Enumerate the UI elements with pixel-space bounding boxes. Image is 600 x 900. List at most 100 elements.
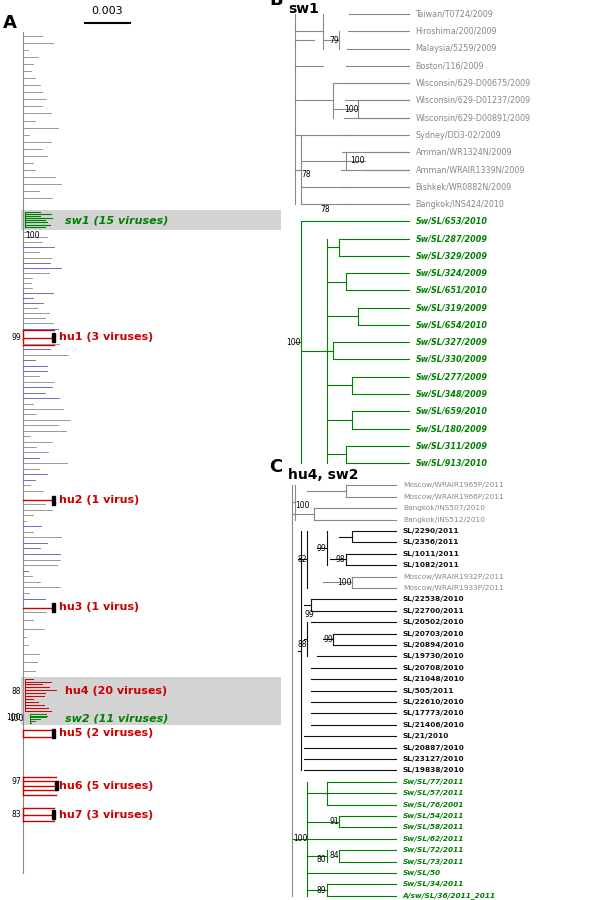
Text: Sw/SL/34/2011: Sw/SL/34/2011 [403,881,464,887]
Text: 0.003: 0.003 [91,6,123,16]
Text: A/sw/SL/36/2011_2011: A/sw/SL/36/2011_2011 [403,892,496,899]
Text: SL/20703/2010: SL/20703/2010 [403,631,464,636]
Text: Amman/WRAIR1339N/2009: Amman/WRAIR1339N/2009 [416,165,525,174]
Bar [52,729,55,738]
Text: 78: 78 [301,170,311,179]
Bar [21,210,281,230]
Text: hu7 (3 viruses): hu7 (3 viruses) [59,809,154,820]
Text: Malaysia/5259/2009: Malaysia/5259/2009 [416,44,497,53]
Bar [52,603,55,612]
Text: 100: 100 [350,157,365,166]
Bar [52,496,55,505]
Text: SL/22538/2010: SL/22538/2010 [403,597,464,602]
Text: Sw/SL/913/2010: Sw/SL/913/2010 [416,459,488,468]
Text: Moscow/WRAIR1933P/2011: Moscow/WRAIR1933P/2011 [403,585,503,591]
Text: Sw/SL/287/2009: Sw/SL/287/2009 [416,234,488,243]
Text: 82: 82 [298,555,307,564]
Text: 100: 100 [287,338,301,346]
Text: SL/20502/2010: SL/20502/2010 [403,619,464,625]
Text: 79: 79 [329,36,339,45]
Text: SL/21/2010: SL/21/2010 [403,734,449,739]
Text: Sw/SL/72/2011: Sw/SL/72/2011 [403,847,464,853]
Text: SL/17773/2010: SL/17773/2010 [403,710,464,716]
Text: Sw/SL/653/2010: Sw/SL/653/2010 [416,217,488,226]
Bar [21,677,281,724]
Text: Sw/SL/277/2009: Sw/SL/277/2009 [416,373,488,382]
Text: SL/21406/2010: SL/21406/2010 [403,722,465,728]
Text: Sw/SL/324/2009: Sw/SL/324/2009 [416,268,488,277]
Text: Sw/SL/311/2009: Sw/SL/311/2009 [416,441,488,450]
Text: 88: 88 [298,641,307,650]
Text: hu1 (3 viruses): hu1 (3 viruses) [59,332,154,343]
Text: 80: 80 [317,855,326,864]
Text: hu4, sw2: hu4, sw2 [289,468,359,482]
Text: Sw/SL/659/2010: Sw/SL/659/2010 [416,407,488,416]
Text: Sw/SL/654/2010: Sw/SL/654/2010 [416,320,488,329]
Text: Moscow/WRAIR1932P/2011: Moscow/WRAIR1932P/2011 [403,573,504,580]
Bar [52,810,55,819]
Text: Bangkok/INS512/2010: Bangkok/INS512/2010 [403,517,485,523]
Text: A: A [3,14,17,32]
Text: Sw/SL/651/2010: Sw/SL/651/2010 [416,286,488,295]
Text: hu4 (20 viruses): hu4 (20 viruses) [65,686,167,697]
Text: sw1 (15 viruses): sw1 (15 viruses) [65,215,168,226]
Text: Sw/SL/180/2009: Sw/SL/180/2009 [416,424,488,433]
Text: sw2 (11 viruses): sw2 (11 viruses) [65,713,168,724]
Text: 100: 100 [10,714,24,723]
Text: 83: 83 [11,810,21,819]
Text: C: C [269,457,283,475]
Text: Sw/SL/62/2011: Sw/SL/62/2011 [403,836,464,842]
Text: SL/1011/2011: SL/1011/2011 [403,551,460,557]
Text: Moscow/WRAIR1966P/2011: Moscow/WRAIR1966P/2011 [403,494,503,500]
Text: 100: 100 [344,104,358,113]
Text: SL/2356/2011: SL/2356/2011 [403,539,460,545]
Text: 88: 88 [11,687,21,696]
Text: 100: 100 [295,501,309,510]
Text: 97: 97 [11,777,21,786]
Text: SL/20894/2010: SL/20894/2010 [403,642,465,648]
Text: Wisconsin/629-D00891/2009: Wisconsin/629-D00891/2009 [416,113,530,122]
Text: Bangkok/INS507/2010: Bangkok/INS507/2010 [403,505,485,511]
Text: 100: 100 [25,231,40,240]
Text: SL/22700/2011: SL/22700/2011 [403,608,464,614]
Text: Amman/WR1324N/2009: Amman/WR1324N/2009 [416,148,512,157]
Text: 99: 99 [317,544,326,553]
Text: 99: 99 [11,333,21,342]
Text: Sw/SL/73/2011: Sw/SL/73/2011 [403,859,464,865]
Text: SL/2290/2011: SL/2290/2011 [403,528,460,534]
Text: hu6 (5 viruses): hu6 (5 viruses) [59,780,154,791]
Text: Sw/SL/58/2011: Sw/SL/58/2011 [403,824,464,831]
Text: Sydney/DD3-02/2009: Sydney/DD3-02/2009 [416,130,502,140]
Text: Moscow/WRAIR1965P/2011: Moscow/WRAIR1965P/2011 [403,482,503,489]
Text: sw1: sw1 [289,3,319,16]
Text: Bangkok/INS424/2010: Bangkok/INS424/2010 [416,200,505,209]
Text: Wisconsin/629-D01237/2009: Wisconsin/629-D01237/2009 [416,96,531,105]
Text: Sw/SL/330/2009: Sw/SL/330/2009 [416,355,488,364]
Text: Sw/SL/77/2011: Sw/SL/77/2011 [403,778,464,785]
Text: Sw/SL/57/2011: Sw/SL/57/2011 [403,790,464,796]
Text: Sw/SL/327/2009: Sw/SL/327/2009 [416,338,488,346]
Text: SL/22610/2010: SL/22610/2010 [403,699,464,705]
Text: Wisconsin/629-D00675/2009: Wisconsin/629-D00675/2009 [416,78,531,87]
Text: Sw/SL/319/2009: Sw/SL/319/2009 [416,303,488,312]
Text: 91: 91 [329,817,339,826]
Text: SL/21048/2010: SL/21048/2010 [403,676,465,682]
Text: Sw/SL/76/2001: Sw/SL/76/2001 [403,802,464,807]
Text: SL/20708/2010: SL/20708/2010 [403,665,464,670]
Text: 100: 100 [337,578,352,587]
Text: hu5 (2 viruses): hu5 (2 viruses) [59,728,154,739]
Text: 100: 100 [7,713,21,722]
Text: Boston/116/2009: Boston/116/2009 [416,61,484,70]
Text: hu2 (1 virus): hu2 (1 virus) [59,495,139,506]
Text: 98: 98 [336,555,346,564]
Text: 100: 100 [293,834,307,843]
Text: SL/23127/2010: SL/23127/2010 [403,756,464,762]
Bar [55,781,58,790]
Text: 89: 89 [317,886,326,895]
Text: 84: 84 [329,851,339,860]
Text: SL/505/2011: SL/505/2011 [403,688,454,694]
Text: hu3 (1 virus): hu3 (1 virus) [59,602,139,613]
Text: 78: 78 [320,205,330,214]
Text: Taiwan/T0724/2009: Taiwan/T0724/2009 [416,10,493,19]
Text: 99: 99 [304,609,314,618]
